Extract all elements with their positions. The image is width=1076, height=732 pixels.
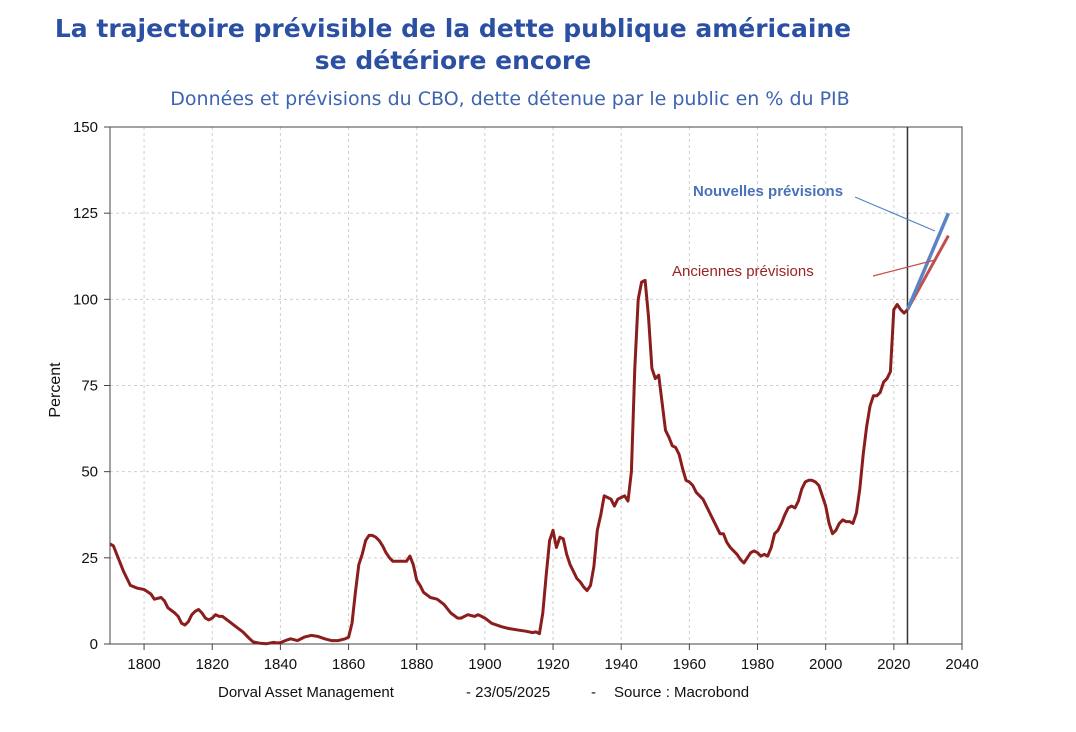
x-tick-label: 1880 xyxy=(400,656,433,673)
y-tick-label: 150 xyxy=(73,119,98,136)
chart-title-line-2: se détériore encore xyxy=(314,46,592,75)
x-tick-label: 2020 xyxy=(877,656,910,673)
y-axis: 0 25 50 75 100 125 150 xyxy=(73,119,110,653)
footer-separator: - xyxy=(591,684,596,701)
old-forecast-label: Anciennes prévisions xyxy=(672,263,814,280)
historical-debt-line xyxy=(109,278,909,646)
x-tick-label: 2000 xyxy=(809,656,842,673)
x-tick-label: 1980 xyxy=(741,656,774,673)
x-tick-label: 1900 xyxy=(468,656,501,673)
x-tick-label: 1860 xyxy=(332,656,365,673)
y-tick-label: 25 xyxy=(81,550,98,567)
y-tick-label: 100 xyxy=(73,291,98,308)
grid xyxy=(110,127,963,644)
footer-brand: Dorval Asset Management xyxy=(218,684,394,701)
x-tick-label: 1960 xyxy=(673,656,706,673)
y-tick-label: 50 xyxy=(81,464,98,481)
footer-date: - 23/05/2025 xyxy=(466,684,551,701)
y-tick-label: 125 xyxy=(73,205,98,222)
x-tick-label: 2040 xyxy=(945,656,978,673)
new-forecast-leader xyxy=(854,196,936,232)
y-tick-label: 75 xyxy=(81,378,98,395)
x-tick-label: 1920 xyxy=(536,656,569,673)
y-tick-label: 0 xyxy=(90,636,98,653)
chart-title-line-1: La trajectoire prévisible de la dette pu… xyxy=(54,14,852,43)
footer-source: Source : Macrobond xyxy=(614,684,750,701)
chart-subtitle: Données et prévisions du CBO, dette déte… xyxy=(170,88,850,110)
x-tick-label: 1820 xyxy=(196,656,229,673)
x-axis: 1800 1820 1840 1860 1880 1900 1920 1940 1960 1980… xyxy=(127,644,979,673)
new-forecast-label: Nouvelles prévisions xyxy=(693,183,843,200)
x-tick-label: 1800 xyxy=(127,656,160,673)
x-tick-label: 1940 xyxy=(605,656,638,673)
y-axis-label: Percent xyxy=(47,362,64,418)
x-tick-label: 1840 xyxy=(264,656,297,673)
old-forecast-leader xyxy=(872,259,936,277)
